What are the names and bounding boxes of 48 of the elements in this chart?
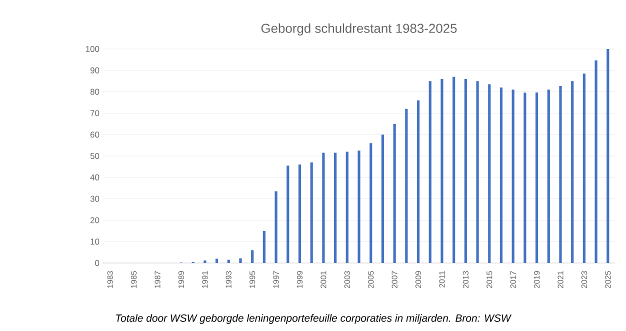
bar (476, 81, 479, 263)
y-tick-label: 80 (90, 88, 100, 95)
y-tick-label: 100 (86, 46, 100, 52)
bar (215, 258, 218, 263)
y-tick-label: 70 (90, 110, 100, 116)
bar (571, 81, 574, 263)
bar (239, 258, 242, 263)
bar (405, 108, 408, 263)
y-tick-label: 20 (90, 217, 100, 224)
bar (298, 164, 302, 263)
bar (488, 84, 491, 263)
bar (606, 48, 610, 263)
y-tick-label: 40 (90, 174, 100, 180)
bar (310, 162, 313, 263)
bar (582, 74, 586, 263)
bar (464, 78, 467, 263)
bar (286, 166, 290, 263)
chart-title: Geborgd schuldrestant 1983-2025 (261, 23, 457, 36)
y-tick-label: 90 (90, 67, 100, 74)
y-tick-label: 10 (90, 238, 100, 245)
bar (594, 60, 598, 263)
bar (262, 230, 266, 263)
bar (334, 152, 337, 263)
bar (428, 81, 432, 263)
y-tick-label: 0 (95, 260, 100, 266)
bar (346, 152, 348, 263)
bar (358, 150, 360, 263)
y-tick-label: 50 (90, 153, 100, 159)
bar (512, 90, 514, 263)
bar (452, 76, 456, 263)
bar (274, 191, 278, 263)
bar (381, 134, 384, 263)
y-tick-label: 60 (90, 132, 100, 138)
bar (251, 250, 254, 263)
bar (524, 92, 526, 263)
bar (393, 124, 396, 263)
bar (440, 78, 444, 263)
bar (535, 92, 538, 263)
bar (204, 260, 206, 263)
y-tick-label: 30 (90, 196, 100, 202)
bar (227, 260, 230, 263)
bar (416, 100, 420, 263)
text: Totale door WSW geborgde leningenportefeuille corporaties in miljarden. Bron: WSW (116, 314, 512, 324)
bar (370, 143, 372, 263)
bar (547, 90, 550, 263)
bar (559, 86, 562, 263)
bar (322, 152, 325, 263)
bar (500, 88, 503, 263)
